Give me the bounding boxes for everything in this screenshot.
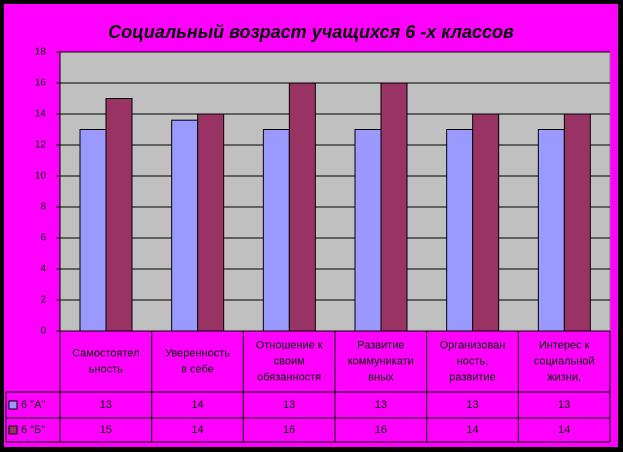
y-tick-label: 6: [40, 233, 46, 244]
table-value: 14: [191, 399, 203, 411]
y-tick-label: 10: [35, 171, 47, 182]
category-label: Уверенность в себе: [165, 347, 230, 375]
y-tick-label: 4: [40, 264, 46, 275]
bar: [197, 113, 225, 332]
table-value: 13: [466, 399, 478, 411]
table-value: 15: [100, 424, 112, 436]
plot-area: [59, 51, 611, 332]
table-value: 14: [191, 424, 203, 436]
category-label: Самостоятел ьность: [72, 347, 139, 375]
y-tick-label: 16: [35, 78, 47, 89]
table-value: 16: [283, 424, 295, 436]
bar: [380, 82, 408, 332]
table-value: 14: [466, 424, 478, 436]
bar: [79, 129, 107, 332]
table-value: 13: [283, 399, 295, 411]
category-label: Интерес к социальной жизни,: [534, 339, 595, 383]
table-value: 13: [375, 399, 387, 411]
y-tick-label: 14: [35, 109, 47, 120]
y-tick-label: 2: [40, 295, 46, 306]
legend-key: [8, 400, 18, 410]
table-value: 13: [100, 399, 112, 411]
y-tick-label: 12: [35, 140, 47, 151]
bar: [354, 129, 382, 332]
legend-label: 6 "А": [21, 399, 45, 411]
category-label: Организован ность, развитие: [440, 339, 506, 383]
bar: [563, 113, 591, 332]
category-label: Развитие коммуникати вных: [348, 339, 414, 383]
y-tick-label: 18: [35, 47, 47, 58]
category-label: Отношение к своим обязанностя: [256, 339, 323, 383]
legend-key: [8, 425, 18, 435]
bar: [105, 98, 133, 332]
table-value: 13: [558, 399, 570, 411]
table-value: 16: [375, 424, 387, 436]
bar: [472, 113, 500, 332]
legend-label: 6 "Б": [21, 424, 45, 436]
bar: [171, 119, 199, 332]
bar: [537, 129, 565, 332]
table-value: 14: [558, 424, 570, 436]
bar: [262, 129, 290, 332]
y-tick-label: 0: [40, 326, 46, 337]
bar: [288, 82, 316, 332]
chart-title: Социальный возраст учащихся 6 -х классов: [108, 22, 514, 42]
bar: [446, 129, 474, 332]
y-tick-label: 8: [40, 202, 46, 213]
